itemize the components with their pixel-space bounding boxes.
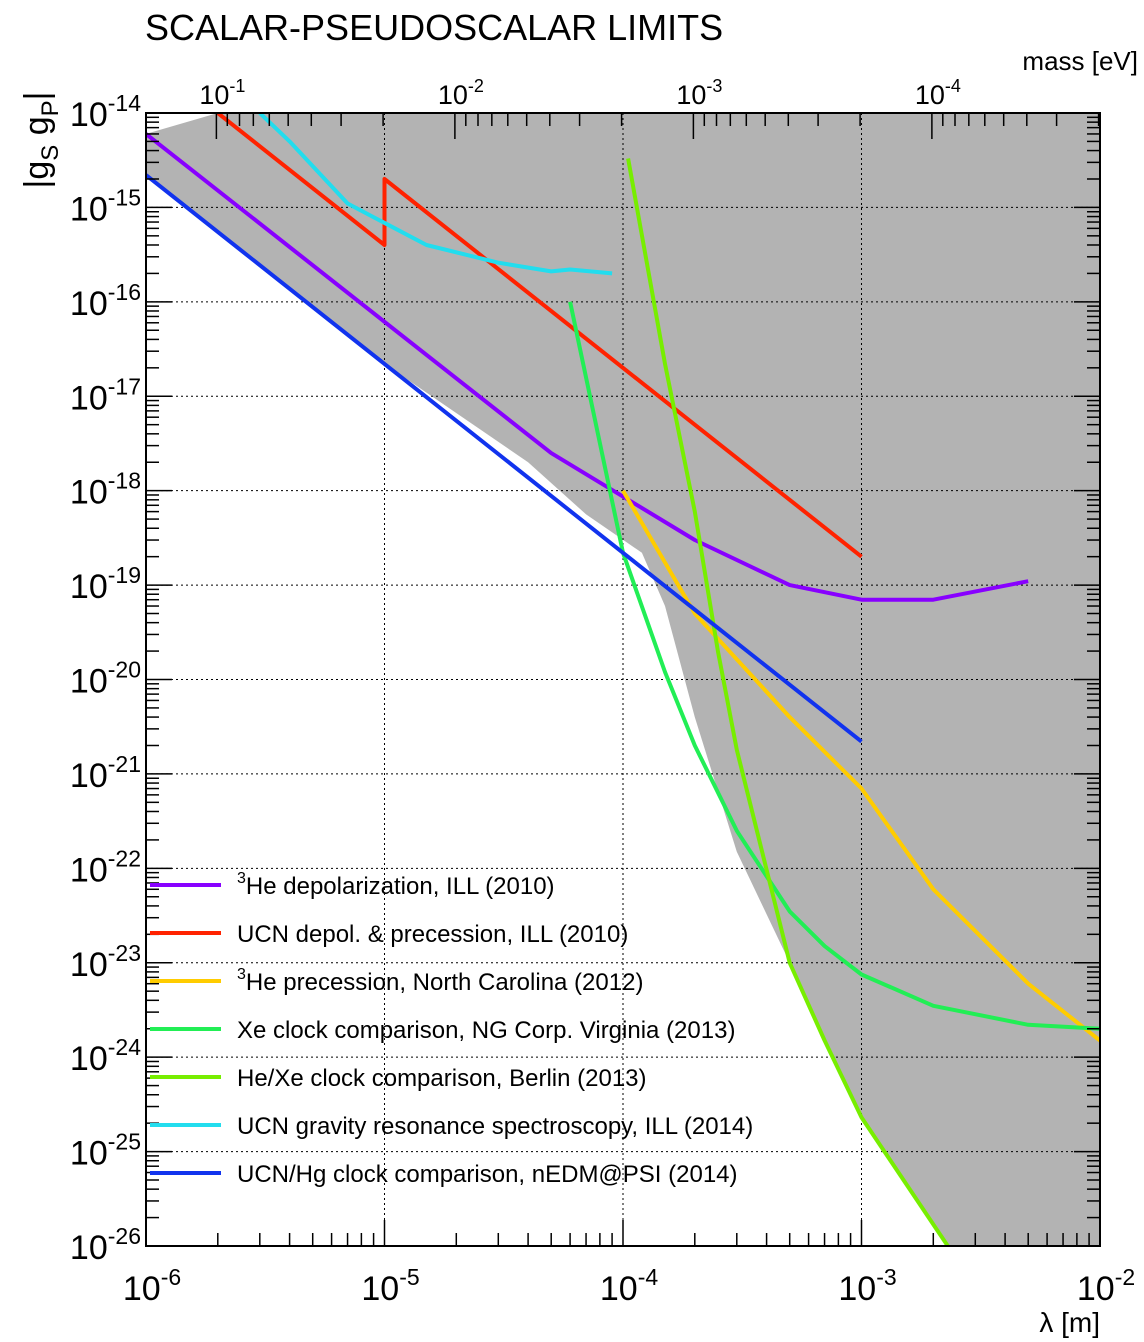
series-line-7 — [146, 173, 863, 744]
x-tick-label: 10-2 — [1077, 1264, 1135, 1308]
y-tick-label: 10-23 — [70, 940, 141, 984]
legend-label-6: UCN gravity resonance spectroscopy, ILL … — [237, 1113, 753, 1140]
x-tick-label: 10-3 — [838, 1264, 896, 1308]
y-tick-label: 10-26 — [70, 1223, 141, 1267]
series-line-5 — [626, 158, 950, 1246]
y-tick-label: 10-19 — [70, 562, 141, 606]
mass-tick-label: 10-4 — [915, 76, 961, 110]
y-tick-label: 10-24 — [70, 1034, 141, 1078]
series-line-2 — [216, 113, 863, 559]
y-tick-label: 10-14 — [70, 90, 141, 134]
y-tick-label: 10-22 — [70, 845, 141, 889]
y-axis-label: |gS gP| — [18, 92, 64, 189]
y-tick-label: 10-21 — [70, 751, 141, 795]
y-tick-label: 10-20 — [70, 657, 141, 701]
mass-tick-label: 10-2 — [438, 76, 484, 110]
x-tick-label: 10-5 — [361, 1264, 419, 1308]
plot-area: 10-6 10-5 10-4 10-3 10-210-2610-2510-2410-23… — [70, 76, 1135, 1308]
y-tick-label: 10-16 — [70, 279, 141, 323]
series-line-1 — [146, 132, 1029, 602]
series-line-6 — [258, 113, 613, 276]
mass-tick-label: 10-3 — [676, 76, 722, 110]
series-line-4 — [568, 301, 1100, 1031]
legend-label-3: 3He precession, North Carolina (2012) — [237, 966, 643, 996]
y-tick-label: 10-25 — [70, 1129, 141, 1173]
series-line-3 — [621, 489, 1100, 1043]
legend-label-7: UCN/Hg clock comparison, nEDM@PSI (2014) — [237, 1161, 738, 1188]
y-tick-label: 10-15 — [70, 184, 141, 228]
mass-tick-label: 10-1 — [199, 76, 245, 110]
x-tick-label: 10-4 — [600, 1264, 658, 1308]
legend-label-1: 3He depolarization, ILL (2010) — [237, 870, 555, 900]
chart-title: SCALAR-PSEUDOSCALAR LIMITS — [145, 7, 723, 48]
y-tick-label: 10-17 — [70, 373, 141, 417]
y-axis-label-text: |gS gP| — [18, 92, 64, 189]
y-tick-label: 10-18 — [70, 468, 141, 512]
legend-label-5: He/Xe clock comparison, Berlin (2013) — [237, 1065, 647, 1092]
legend-label-4: Xe clock comparison, NG Corp. Virginia (… — [237, 1017, 735, 1044]
x-axis-label: λ [m] — [1039, 1307, 1100, 1338]
legend-label-2: UCN depol. & precession, ILL (2010) — [237, 921, 628, 948]
x-tick-label: 10-6 — [123, 1264, 181, 1308]
mass-axis-label: mass [eV] — [1022, 46, 1138, 76]
